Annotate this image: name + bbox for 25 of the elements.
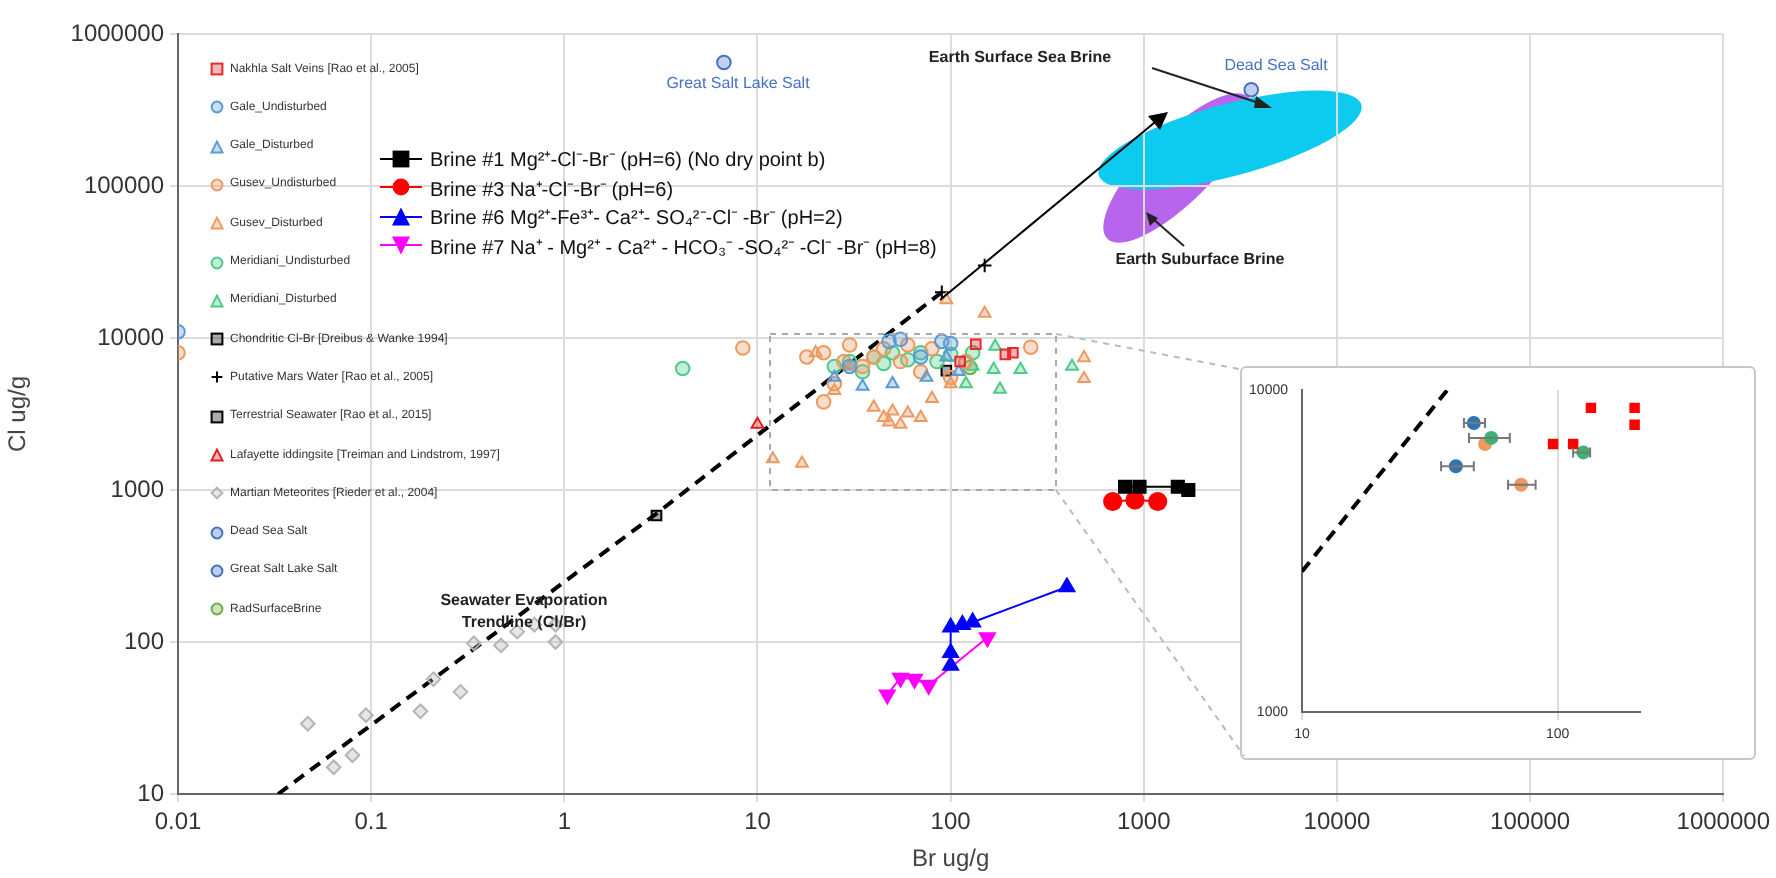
x-tick-label: 10000 (1303, 807, 1371, 836)
legend-label: Brine #7 Na⁺ - Mg²⁺ - Ca²⁺ - HCO₃⁻ -SO₄²⁻ -Cl⁻ -Br⁻ (pH=8) (430, 235, 937, 259)
annotation: Dead Sea Salt (1224, 56, 1330, 75)
x-tick-label: 100 (930, 807, 972, 836)
y-axis-title: Cl ug/g (3, 375, 32, 453)
annotation: Earth Suburface Brine (1115, 250, 1286, 269)
y-tick-label: 1000000 (70, 18, 165, 47)
annotation: Great Salt Lake Salt (666, 74, 812, 93)
x-tick-label: 0.01 (154, 807, 202, 836)
x-axis-title: Br ug/g (911, 844, 990, 873)
x-tick-label: 100000 (1490, 807, 1571, 836)
legend-label: Brine #3 Na⁺-Cl⁻-Br⁻ (pH=6) (430, 177, 674, 201)
y-tick-label: 1000 (110, 474, 165, 503)
legend-label: Brine #1 Mg²⁺-Cl⁻-Br⁻ (pH=6) (No dry point b) (430, 148, 826, 172)
x-tick-label: 1 (557, 807, 572, 836)
y-tick-label: 10000 (97, 322, 165, 351)
x-tick-label: 1000 (1117, 807, 1172, 836)
y-tick-label: 100 (123, 626, 165, 655)
annotation: Earth Surface Sea Brine (928, 48, 1113, 67)
x-tick-label: 10 (744, 807, 772, 836)
legend-label: Brine #6 Mg²⁺-Fe³⁺- Ca²⁺- SO₄²⁻-Cl⁻ -Br⁻ (pH=2) (430, 206, 843, 230)
x-tick-label: 0.1 (354, 807, 389, 836)
y-tick-label: 100000 (83, 170, 165, 199)
y-tick-label: 10 (137, 778, 165, 807)
x-tick-label: 1000000 (1676, 807, 1771, 836)
